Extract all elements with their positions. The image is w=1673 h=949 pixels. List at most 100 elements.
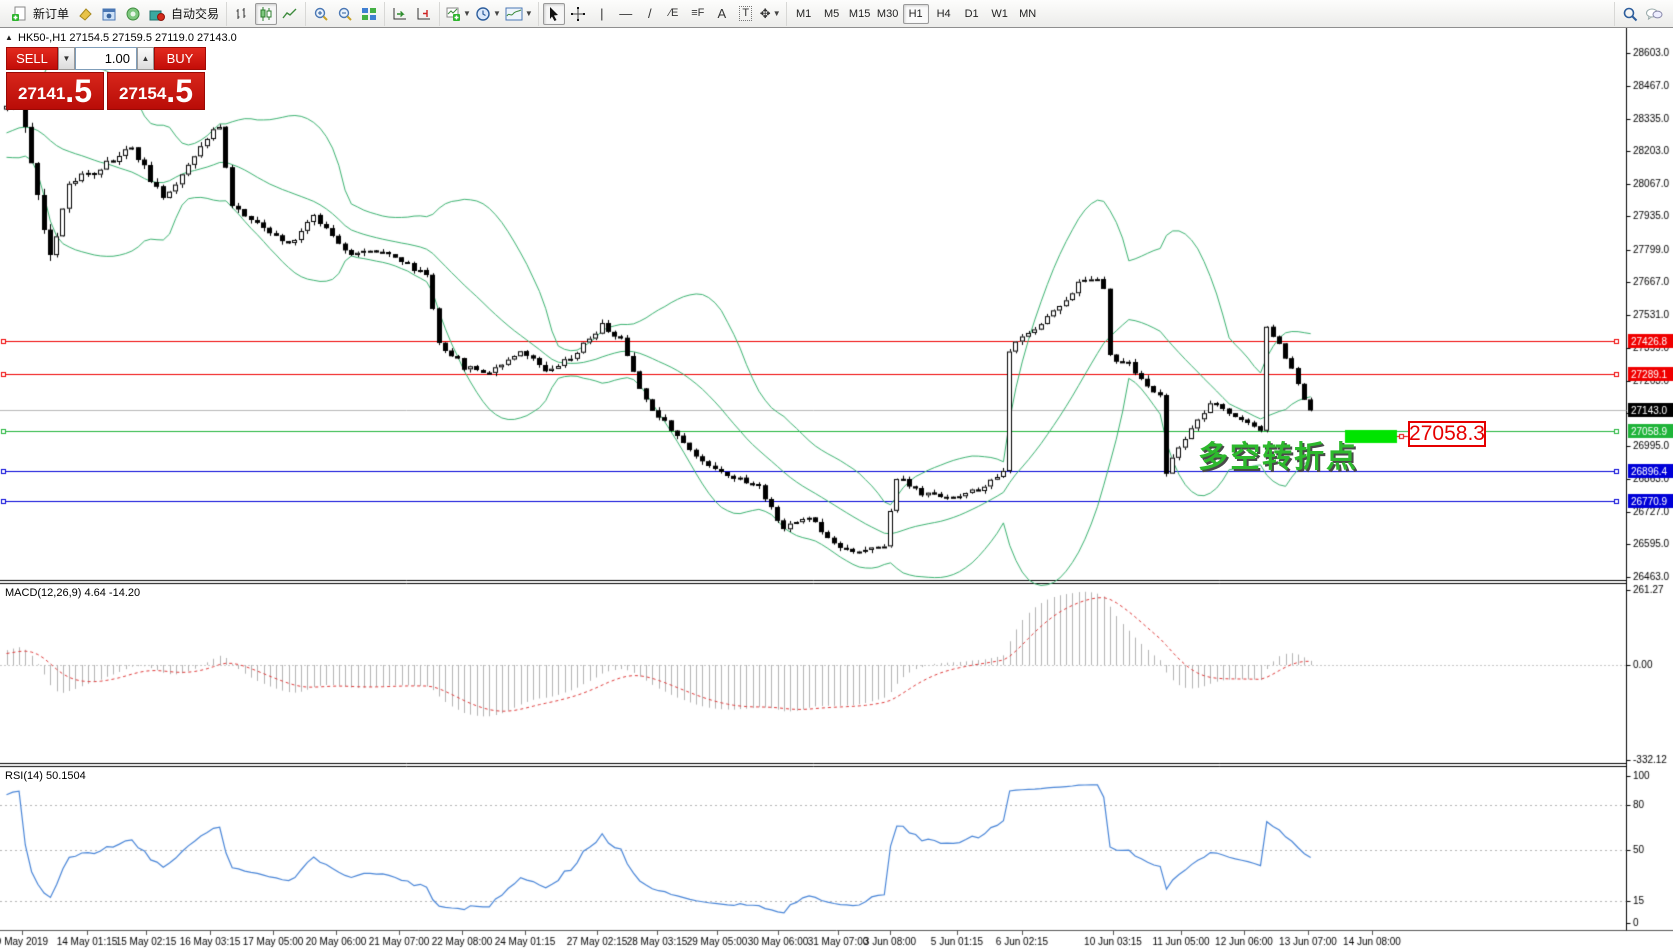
periods-dropdown[interactable]: ▼: [474, 3, 502, 25]
market-watch-icon: [102, 8, 116, 20]
cursor-button[interactable]: [542, 2, 565, 25]
chart-annotation-text[interactable]: 多空转折点: [1198, 441, 1358, 474]
data-window-icon: [126, 7, 140, 20]
crosshair-button[interactable]: [567, 3, 589, 25]
candlestick-chart-button[interactable]: [255, 2, 278, 25]
fibonacci-button[interactable]: ≡F: [687, 3, 709, 25]
text-label-button[interactable]: T: [735, 3, 757, 25]
sell-price-main: 27141: [18, 84, 66, 103]
chevron-down-icon: ▼: [524, 9, 533, 18]
buy-price-frac: .5: [166, 73, 193, 109]
timeframe-button-M1[interactable]: M1: [795, 7, 812, 20]
timeframe-button-M30[interactable]: M30: [876, 7, 899, 20]
vertical-line-button[interactable]: |: [591, 3, 613, 25]
toolbar-group-dropdowns: ▼ ▼ ▼: [439, 1, 538, 26]
fibonacci-icon: ≡F: [691, 7, 705, 19]
new-order-button[interactable]: [8, 3, 30, 25]
buy-price-main: 27154: [119, 84, 167, 103]
timeframe-button-M5[interactable]: M5: [823, 7, 840, 20]
sell-button[interactable]: SELL: [6, 47, 58, 70]
chat-icon: [1646, 8, 1663, 20]
main-toolbar: 新订单 自动交易: [0, 0, 1673, 28]
trade-panel-row2: 27141 .5 27154 .5: [6, 72, 206, 110]
autotrading-button[interactable]: [146, 3, 168, 25]
autotrading-icon: [149, 10, 166, 21]
eraser-icon: [79, 7, 92, 21]
tile-windows-icon: [362, 7, 377, 20]
autotrading-label[interactable]: 自动交易: [171, 7, 220, 21]
timeframe-group: M1 M5 M15 M30 H1 H4 D1 W1 MN: [785, 1, 1045, 26]
market-watch-button[interactable]: [98, 3, 120, 25]
timeframe-button-M15[interactable]: M15: [848, 7, 871, 20]
chart-shift-button[interactable]: [413, 3, 435, 25]
trade-panel-row1: SELL ▼ ▲ BUY: [6, 47, 206, 70]
volume-input[interactable]: [75, 47, 137, 70]
price-chart-canvas[interactable]: [0, 28, 1673, 949]
rsi-indicator-label: RSI(14) 50.1504: [5, 770, 86, 782]
toolbar-group-orders: 新订单 自动交易: [4, 2, 226, 26]
new-order-label[interactable]: 新订单: [33, 7, 70, 21]
templates-dropdown[interactable]: ▼: [504, 3, 534, 25]
zoom-out-button[interactable]: [334, 3, 356, 25]
new-chart-dropdown[interactable]: ▼: [444, 3, 472, 25]
chat-button[interactable]: [1643, 3, 1665, 25]
bar-chart-icon: [236, 7, 246, 19]
clock-icon: [476, 6, 490, 21]
zoom-out-icon: [338, 7, 352, 21]
trendline-icon: /: [647, 6, 652, 21]
toolbar-group-charttype: [226, 1, 305, 26]
toolbar-group-right: [1614, 1, 1669, 26]
toolbar-group-zoom: [305, 1, 384, 26]
eraser-button[interactable]: [74, 3, 96, 25]
sell-price-box[interactable]: 27141 .5: [6, 72, 104, 110]
new-order-icon: [12, 6, 26, 21]
one-click-collapse-icon[interactable]: ▲: [5, 33, 13, 42]
horizontal-line-button[interactable]: —: [615, 3, 637, 25]
timeframe-button-H1[interactable]: H1: [902, 3, 929, 24]
chevron-down-icon: ▼: [492, 9, 501, 18]
volume-down-button[interactable]: ▼: [58, 47, 75, 70]
sell-price-frac: .5: [65, 73, 92, 109]
template-icon: [505, 7, 523, 20]
zoom-in-icon: [314, 7, 328, 21]
vertical-line-icon: |: [600, 6, 604, 21]
volume-up-button[interactable]: ▲: [137, 47, 154, 70]
buy-button[interactable]: BUY: [154, 47, 206, 70]
trendline-button[interactable]: /: [639, 3, 661, 25]
line-chart-button[interactable]: [279, 3, 301, 25]
macd-indicator-label: MACD(12,26,9) 4.64 -14.20: [5, 587, 141, 599]
horizontal-line-icon: —: [619, 6, 633, 21]
chevron-down-icon: ▼: [463, 9, 471, 18]
search-button[interactable]: [1619, 3, 1641, 25]
channel-button[interactable]: ∕E: [663, 3, 685, 25]
cursor-icon: [549, 6, 558, 21]
timeframe-button-H4[interactable]: H4: [936, 7, 951, 20]
text-icon: A: [717, 6, 727, 21]
line-chart-icon: [282, 8, 297, 18]
timeframe-button-W1[interactable]: W1: [991, 7, 1008, 20]
timeframe-button-D1[interactable]: D1: [964, 7, 979, 20]
crosshair-icon: [570, 6, 585, 21]
candlestick-icon: [260, 6, 272, 21]
auto-scroll-button[interactable]: [389, 3, 411, 25]
text-label-icon: T: [739, 6, 753, 21]
chart-shift-icon: [417, 7, 431, 19]
new-chart-icon: [446, 7, 461, 21]
symbol-ohlc-title: HK50-,H1 27154.5 27159.5 27119.0 27143.0: [18, 32, 237, 44]
search-icon: [1623, 7, 1638, 21]
buy-price-box[interactable]: 27154 .5: [107, 72, 205, 110]
toolbar-group-scroll: [384, 1, 439, 26]
bar-chart-button[interactable]: [231, 3, 253, 25]
zoom-in-button[interactable]: [310, 3, 332, 25]
arrows-dropdown[interactable]: ✥ ▼: [759, 3, 782, 25]
arrows-icon: ✥: [759, 6, 771, 21]
channel-icon: ∕E: [669, 7, 679, 19]
auto-scroll-icon: [393, 7, 407, 19]
timeframe-button-MN[interactable]: MN: [1019, 7, 1037, 20]
data-window-button[interactable]: [122, 3, 144, 25]
price-tag-label[interactable]: 27058.3: [1408, 421, 1486, 447]
toolbar-group-drawing: | — / ∕E ≡F A T ✥ ▼: [537, 1, 786, 26]
tile-windows-button[interactable]: [358, 3, 380, 25]
text-button[interactable]: A: [711, 3, 733, 25]
